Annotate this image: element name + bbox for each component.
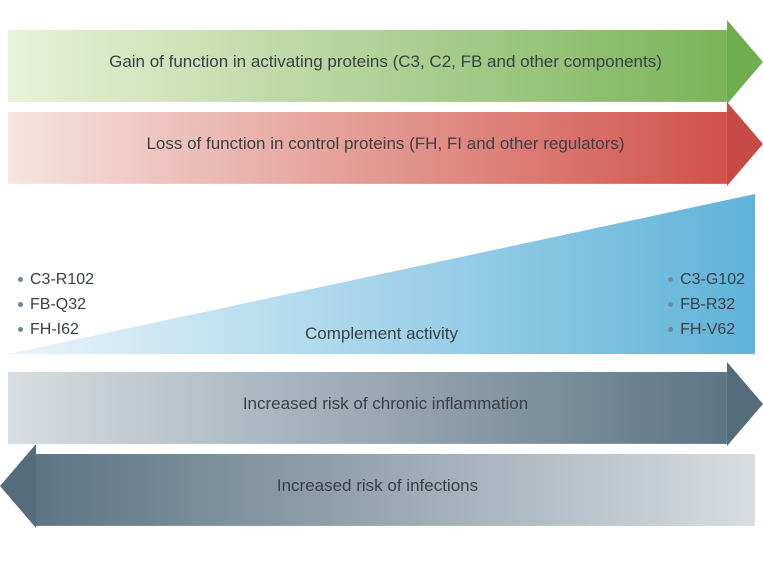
- arrow-gain-of-function: Gain of function in activating proteins …: [0, 30, 763, 94]
- bullet-icon: [18, 277, 23, 282]
- arrow-label: Loss of function in control proteins (FH…: [8, 112, 763, 176]
- list-item: FB-R32: [668, 293, 745, 318]
- list-item: C3-R102: [18, 268, 94, 293]
- arrow-label: Increased risk of infections: [0, 454, 755, 518]
- wedge-label: Complement activity: [8, 324, 755, 344]
- bullet-icon: [668, 277, 673, 282]
- list-item: FB-Q32: [18, 293, 94, 318]
- arrow-risk-inflammation: Increased risk of chronic inflammation: [0, 372, 763, 436]
- arrow-loss-of-function: Loss of function in control proteins (FH…: [0, 112, 763, 176]
- arrow-label: Gain of function in activating proteins …: [8, 30, 763, 94]
- complement-activity-wedge: C3-R102 FB-Q32 FH-I62 C3-G102 FB-R32 FH-…: [8, 194, 755, 354]
- bullet-icon: [18, 302, 23, 307]
- list-item: C3-G102: [668, 268, 745, 293]
- arrow-label: Increased risk of chronic inflammation: [8, 372, 763, 436]
- arrow-risk-infections: Increased risk of infections: [0, 454, 763, 518]
- bullet-icon: [668, 302, 673, 307]
